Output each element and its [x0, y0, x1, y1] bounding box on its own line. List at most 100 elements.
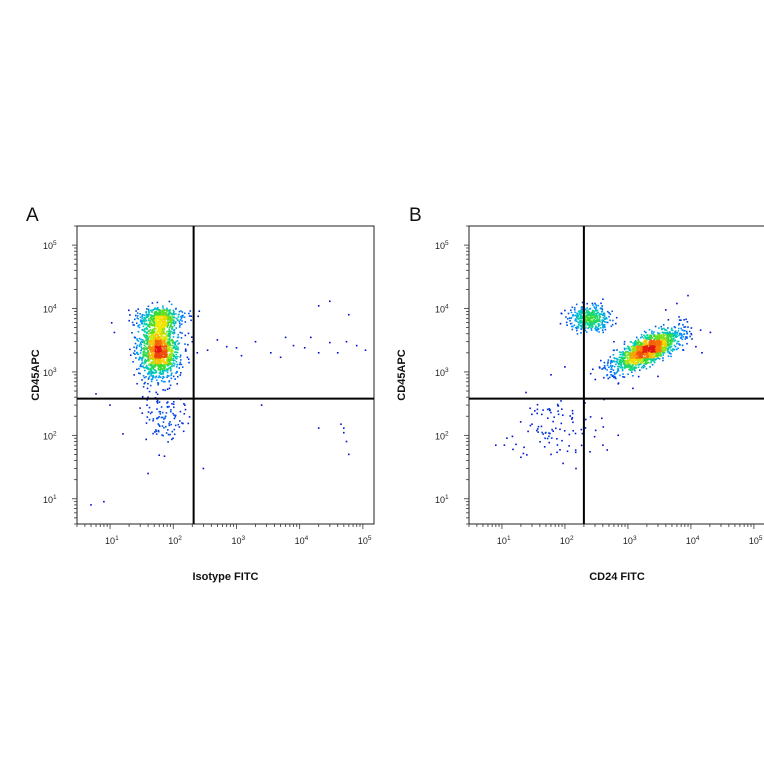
event-dot	[620, 357, 623, 360]
event-dot	[152, 360, 154, 363]
event-dot	[129, 314, 131, 316]
event-dot	[662, 336, 665, 338]
event-dot	[626, 362, 629, 364]
event-dot	[163, 362, 166, 364]
event-dot	[658, 346, 660, 349]
event-dot	[572, 314, 575, 317]
event-dot	[173, 329, 176, 331]
event-dot	[557, 413, 560, 416]
event-dot	[145, 337, 147, 339]
event-dot	[571, 409, 574, 412]
event-dot	[594, 429, 597, 432]
event-dot	[637, 342, 639, 345]
event-dot	[568, 433, 571, 436]
event-dot	[601, 319, 603, 321]
event-dot	[152, 365, 154, 368]
event-dot	[529, 407, 531, 410]
event-dot	[658, 333, 661, 336]
event-dot	[162, 323, 164, 325]
event-dot	[162, 361, 165, 363]
event-dot	[640, 360, 643, 363]
event-dot	[167, 375, 170, 377]
event-dot	[153, 365, 155, 368]
event-dot	[654, 355, 657, 357]
event-dot	[169, 363, 171, 365]
event-dot	[136, 344, 139, 347]
event-dot	[623, 357, 626, 359]
event-dot	[690, 332, 692, 335]
event-dot	[187, 343, 189, 346]
event-dot	[129, 354, 132, 356]
event-dot	[682, 329, 685, 332]
event-dot	[681, 344, 684, 347]
event-dot	[189, 310, 192, 312]
event-dot	[150, 338, 152, 341]
event-dot	[607, 310, 609, 313]
event-dot	[161, 340, 163, 343]
event-dot	[161, 351, 164, 353]
event-dot	[618, 360, 621, 362]
event-dot	[156, 308, 158, 310]
event-dot	[643, 337, 645, 339]
event-dot	[685, 330, 688, 333]
event-dot	[147, 319, 150, 322]
event-dot	[191, 336, 193, 338]
event-dot	[640, 363, 642, 365]
event-dot	[681, 329, 684, 331]
event-dot	[152, 338, 154, 340]
event-dot	[568, 317, 571, 319]
event-dot	[165, 361, 167, 364]
event-dot	[659, 349, 662, 351]
event-dot	[169, 325, 172, 328]
event-dot	[602, 298, 604, 300]
event-dot	[560, 422, 563, 425]
event-dot	[164, 389, 166, 392]
event-dot	[187, 358, 190, 360]
event-dot	[171, 331, 174, 333]
event-dot	[652, 332, 654, 335]
event-dot	[160, 416, 163, 419]
panel-letter: B	[409, 205, 422, 226]
event-dot	[629, 348, 631, 350]
event-dot	[158, 347, 161, 349]
event-dot	[639, 361, 642, 364]
event-dot	[172, 401, 175, 403]
event-dot	[593, 315, 596, 317]
event-dot	[536, 429, 538, 432]
event-dot	[675, 331, 677, 334]
event-dot	[161, 345, 164, 348]
event-dot	[162, 326, 164, 329]
event-dot	[166, 376, 168, 379]
event-dot	[144, 320, 146, 322]
event-dot	[147, 373, 149, 375]
event-dot	[657, 339, 660, 342]
event-dot	[163, 312, 165, 314]
event-dot	[632, 375, 634, 377]
event-dot	[160, 332, 162, 335]
event-dot	[628, 356, 631, 359]
event-dot	[161, 357, 164, 359]
event-dot	[155, 429, 157, 431]
event-dot	[167, 433, 170, 436]
event-dot	[196, 352, 199, 354]
event-dot	[168, 341, 171, 343]
event-dot	[648, 341, 650, 343]
event-dot	[562, 462, 564, 465]
event-dot	[336, 352, 339, 354]
event-dot	[172, 358, 174, 360]
event-dot	[167, 348, 169, 350]
event-dot	[672, 335, 675, 338]
event-dot	[659, 355, 662, 357]
event-dot	[152, 318, 154, 321]
event-dot	[592, 325, 594, 328]
event-dot	[561, 439, 563, 442]
event-dot	[644, 360, 647, 362]
event-dot	[637, 355, 640, 357]
event-dot	[546, 408, 549, 411]
event-dot	[142, 325, 145, 328]
event-dot	[589, 416, 592, 418]
event-dot	[658, 345, 661, 347]
event-dot	[650, 361, 652, 364]
event-dot	[151, 375, 153, 377]
event-dot	[170, 377, 173, 380]
